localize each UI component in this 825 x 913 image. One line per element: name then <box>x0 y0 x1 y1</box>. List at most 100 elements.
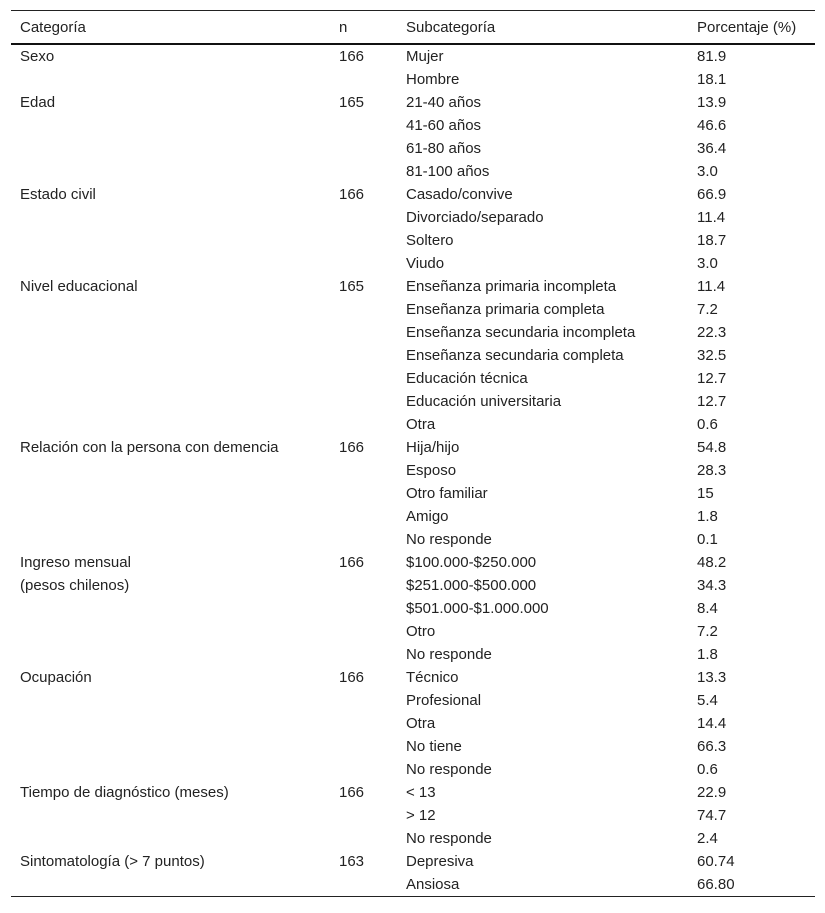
percent-cell: 74.7 <box>697 807 727 824</box>
demographics-table: Categoría n Subcategoría Porcentaje (%) … <box>11 10 815 897</box>
subcategory-cell: No responde <box>406 761 492 778</box>
percent-cell: 11.4 <box>697 209 726 226</box>
percent-cell: 18.1 <box>697 71 727 88</box>
category-label: Estado civil <box>20 186 96 203</box>
subcategory-cell: Enseñanza secundaria incompleta <box>406 324 636 341</box>
subcategory-cell: Esposo <box>406 462 457 479</box>
subcategory-cell: $251.000-$500.000 <box>406 577 537 594</box>
subcategory-cell: Técnico <box>406 669 459 686</box>
category-label: Ingreso mensual <box>20 554 131 571</box>
category-cell: Estado civil <box>11 183 330 275</box>
table-row: $501.000-$1.000.000 8.4 <box>11 597 815 620</box>
subcategory-cell: Otro familiar <box>406 485 488 502</box>
table-row: Ingreso mensual (pesos chilenos) 166 $100.0… <box>11 551 815 594</box>
table-row: No responde 0.6 <box>11 758 815 781</box>
subcategory-cell: Divorciado/separado <box>406 209 544 226</box>
subcategory-cell: Enseñanza primaria incompleta <box>406 278 617 295</box>
table-row: Ocupación 166 Técnico 13.3 <box>11 666 815 689</box>
percent-cell: 22.3 <box>697 324 727 341</box>
category-group: Edad 165 21-40 años 13.9 41-60 años 46.6 61-80… <box>11 91 815 183</box>
category-label: Sintomatología (> 7 puntos) <box>20 853 205 870</box>
n-cell: 166 <box>339 784 365 801</box>
percent-cell: 32.5 <box>697 347 727 364</box>
category-label: Edad <box>20 94 56 111</box>
category-cell: Relación con la persona con demencia <box>11 436 330 551</box>
subcategory-cell: 41-60 años <box>406 117 482 134</box>
table-row: No tiene 66.3 <box>11 735 815 758</box>
table-row: Profesional 5.4 <box>11 689 815 712</box>
percent-cell: 54.8 <box>697 439 727 456</box>
category-cell: Ocupación <box>11 666 330 781</box>
table-row: Nivel educacional 165 Enseñanza primaria i… <box>11 275 815 298</box>
table-row: 41-60 años 46.6 <box>11 114 815 137</box>
category-group: Sexo 166 Mujer 81.9 Hombre 18.1 <box>11 44 815 91</box>
subcategory-cell: Otra <box>406 416 436 433</box>
header-n: n <box>330 10 397 45</box>
percent-cell: 15 <box>697 485 714 502</box>
subcategory-cell: Educación técnica <box>406 370 528 387</box>
category-label: (pesos chilenos) <box>20 577 130 594</box>
table-row: No responde 0.1 <box>11 528 815 551</box>
percent-cell: 3.0 <box>697 255 718 272</box>
table-row: Amigo 1.8 <box>11 505 815 528</box>
percent-cell: 46.6 <box>697 117 727 134</box>
category-group: Ocupación 166 Técnico 13.3 Profesional 5.4 Otr… <box>11 666 815 781</box>
subcategory-cell: Ansiosa <box>397 873 688 897</box>
header-subcategory: Subcategoría <box>397 10 688 45</box>
percent-cell: 1.8 <box>697 508 718 525</box>
table-row: Educación universitaria 12.7 <box>11 390 815 413</box>
subcategory-cell: Profesional <box>406 692 482 709</box>
percent-cell: 60.74 <box>697 853 735 870</box>
table-row: Otra 14.4 <box>11 712 815 735</box>
subcategory-cell: Hombre <box>406 71 460 88</box>
table-row: Edad 165 21-40 años 13.9 <box>11 91 815 114</box>
category-label: Relación con la persona con demencia <box>20 439 279 456</box>
table-row: Hombre 18.1 <box>11 68 815 91</box>
table-row: Otra 0.6 <box>11 413 815 436</box>
n-cell: 163 <box>330 850 397 897</box>
table-row: Sexo 166 Mujer 81.9 <box>11 44 815 68</box>
subcategory-cell: 81-100 años <box>406 163 490 180</box>
subcategory-cell: Enseñanza secundaria completa <box>406 347 624 364</box>
n-cell: 166 <box>339 669 365 686</box>
percent-cell: 36.4 <box>697 140 727 157</box>
percent-cell: 2.4 <box>697 830 718 847</box>
category-group: Ingreso mensual (pesos chilenos) 166 $100.0… <box>11 551 815 666</box>
table-row: Estado civil 166 Casado/convive 66.9 <box>11 183 815 206</box>
percent-cell: 7.2 <box>697 301 718 318</box>
n-cell: 165 <box>339 94 365 111</box>
percent-cell: 0.6 <box>697 416 718 433</box>
table-row: $251.000-$500.000 34.3 <box>11 574 815 597</box>
subcategory-cell: No responde <box>406 531 492 548</box>
header-category: Categoría <box>11 10 330 45</box>
percent-cell: 22.9 <box>697 784 727 801</box>
category-label: Tiempo de diagnóstico (meses) <box>20 784 229 801</box>
percent-cell: 0.6 <box>697 761 718 778</box>
category-cell: Tiempo de diagnóstico (meses) <box>11 781 330 850</box>
n-cell: 166 <box>339 186 365 203</box>
table-row: No responde 2.4 <box>11 827 815 850</box>
category-cell: Sexo <box>11 44 330 91</box>
table-row: Sintomatología (> 7 puntos) 163 Depresiva 6… <box>11 850 815 897</box>
table-row: 81-100 años 3.0 <box>11 160 815 183</box>
n-cell: 166 <box>339 439 365 456</box>
percent-cell: 13.9 <box>697 94 727 111</box>
subcategory-cell: Casado/convive <box>406 186 513 203</box>
percent-cell: 66.80 <box>688 873 815 897</box>
subcategory-cell: Viudo <box>406 255 445 272</box>
subcategory-cell: Depresiva <box>406 853 474 870</box>
header-percent: Porcentaje (%) <box>688 10 815 45</box>
subcategory-cell: Otro <box>406 623 436 640</box>
subcategory-cell: < 13 <box>406 784 436 801</box>
percent-cell: 81.9 <box>697 48 727 65</box>
percent-cell: 66.3 <box>697 738 727 755</box>
subcategory-cell: > 12 <box>406 807 436 824</box>
n-cell: 166 <box>339 554 365 571</box>
table-row: Viudo 3.0 <box>11 252 815 275</box>
percent-cell: 8.4 <box>697 600 718 617</box>
category-label: Nivel educacional <box>20 278 138 295</box>
table-row: Soltero 18.7 <box>11 229 815 252</box>
percent-cell: 0.1 <box>697 531 718 548</box>
percent-cell: 11.4 <box>697 278 726 295</box>
percent-cell: 3.0 <box>697 163 718 180</box>
